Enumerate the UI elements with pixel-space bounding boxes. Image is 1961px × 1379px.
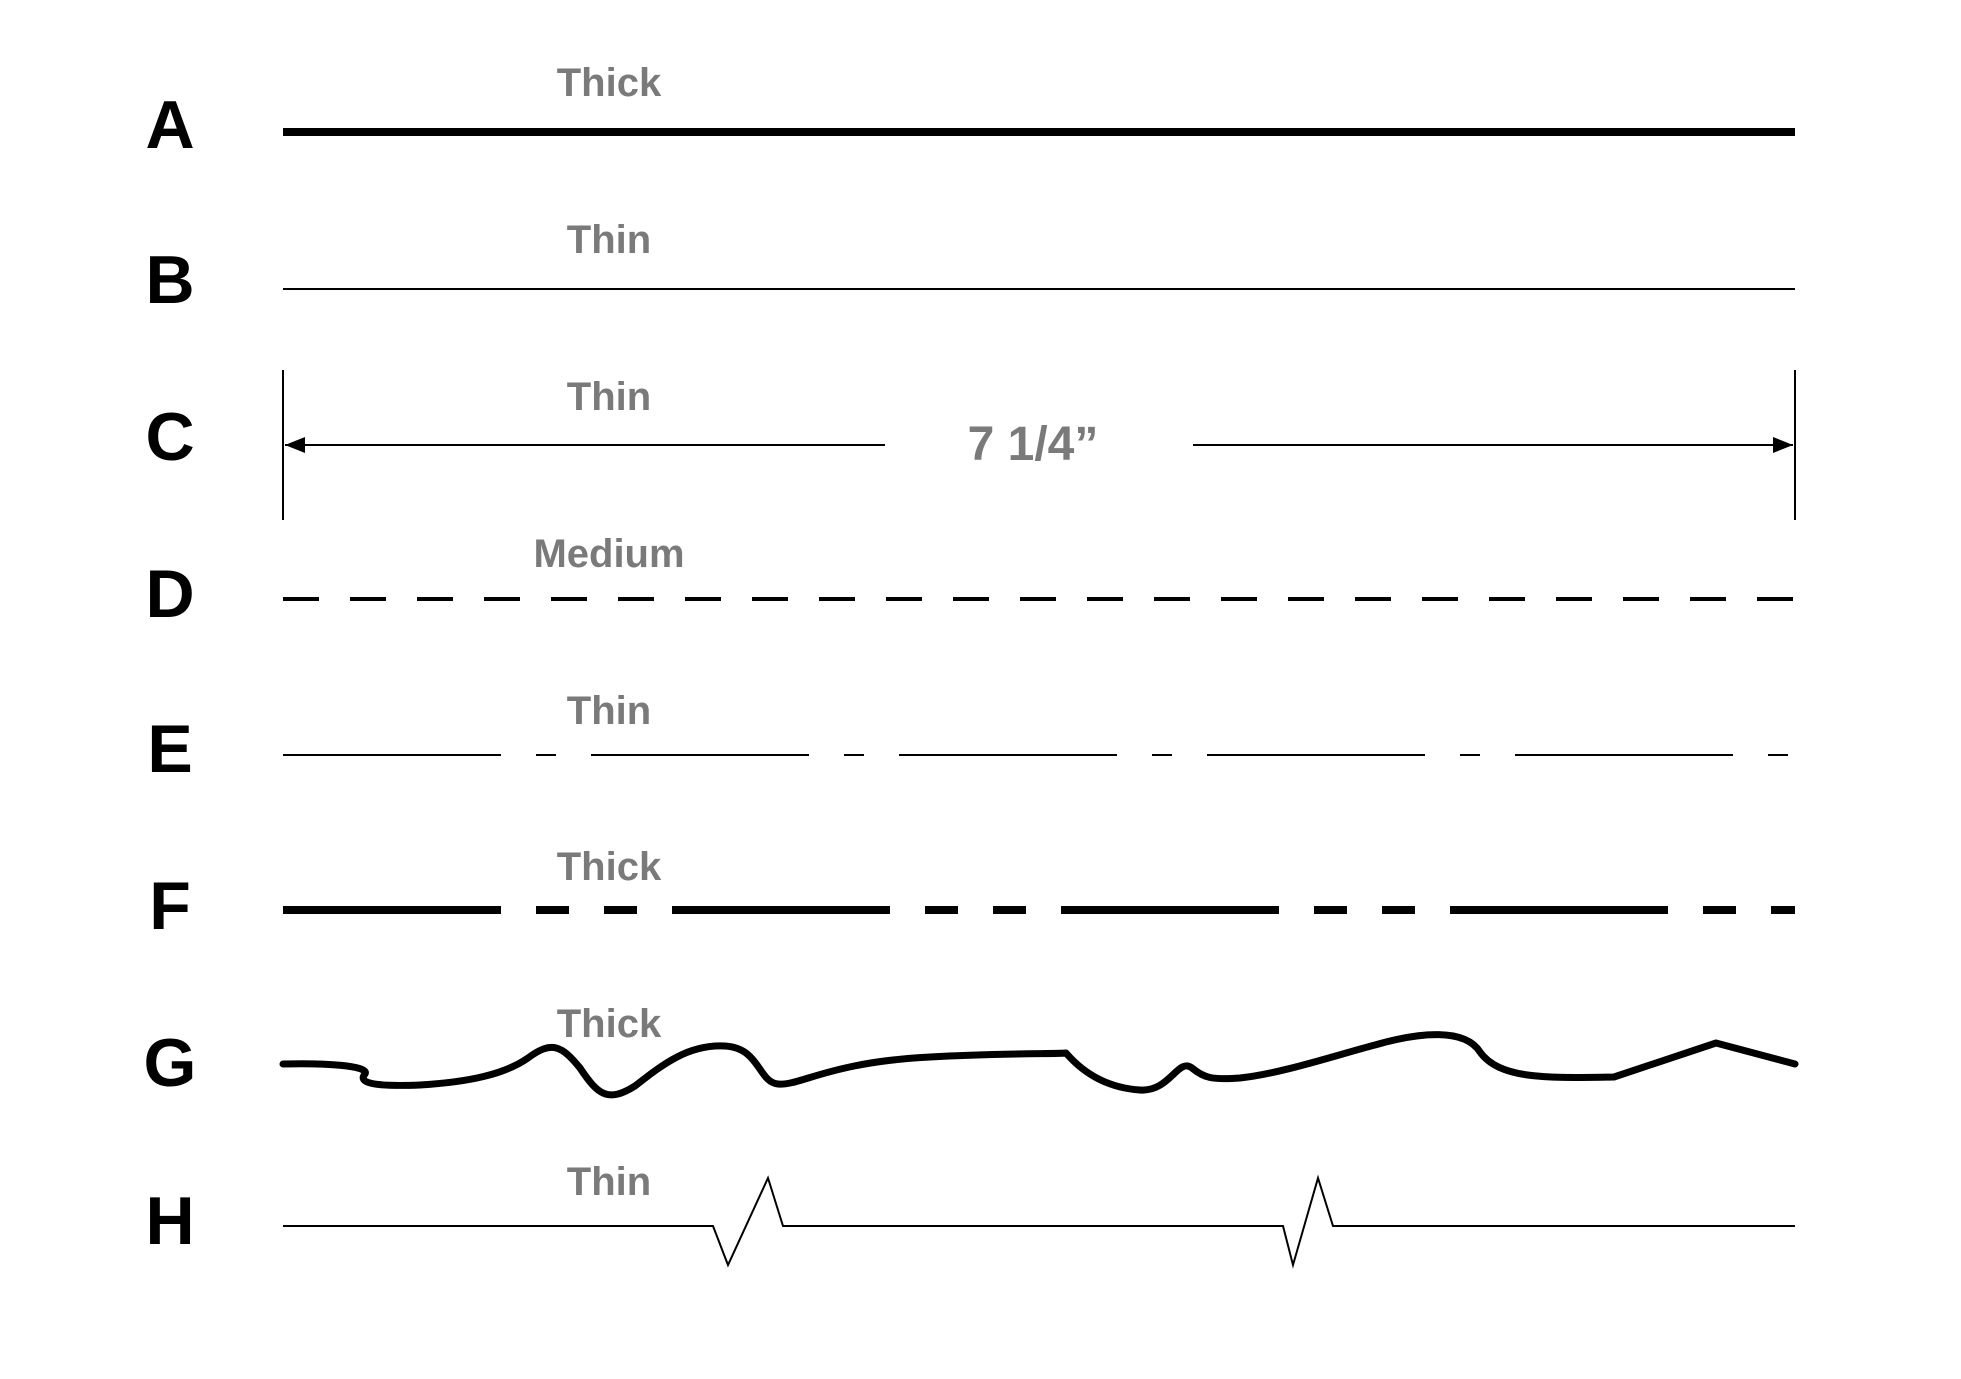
weight-label-b: Thin (567, 218, 651, 262)
weight-label-a: Thick (557, 61, 662, 105)
weight-label-d: Medium (533, 532, 684, 576)
arrowhead-right (1773, 437, 1793, 453)
row-letter-d: D (145, 556, 194, 632)
dimension-line-c: 7 1/4” (282, 370, 1796, 520)
arrowhead-left (285, 437, 305, 453)
weight-label-c: Thin (567, 375, 651, 419)
row-letter-h: H (145, 1183, 194, 1259)
weight-label-f: Thick (557, 845, 662, 889)
line-h-thin-break (283, 1174, 1795, 1269)
row-letter-g: G (144, 1025, 197, 1101)
weight-label-g: Thick (557, 1002, 662, 1046)
weight-label-h: Thin (567, 1160, 651, 1204)
row-letter-e: E (147, 711, 192, 787)
row-letter-a: A (145, 87, 194, 163)
line-g-thick-freehand (279, 1031, 1799, 1099)
weight-label-e: Thin (567, 689, 651, 733)
dimension-value: 7 1/4” (968, 418, 1099, 471)
row-letter-b: B (145, 242, 194, 318)
row-letter-f: F (149, 868, 191, 944)
row-letter-c: C (145, 399, 194, 475)
